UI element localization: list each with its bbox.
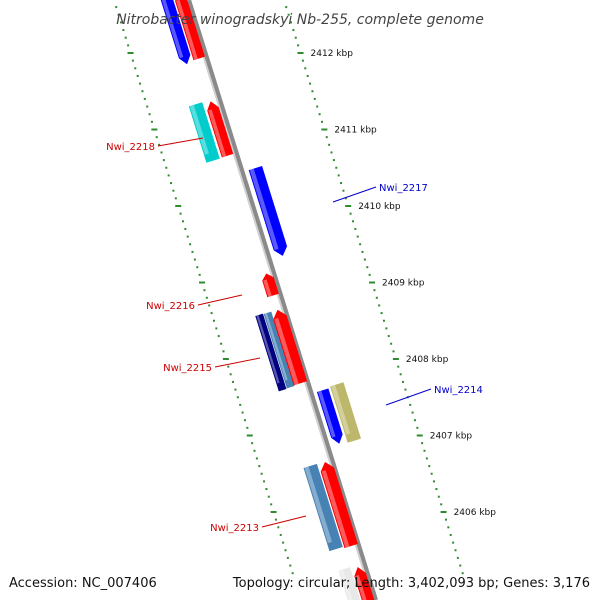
gene-red-top	[175, 0, 205, 61]
gene-highlight	[264, 312, 288, 381]
backbone-line	[187, 0, 378, 600]
gene-label: Nwi_2216	[146, 301, 195, 312]
gene-label-leader	[261, 515, 307, 528]
gene-body	[316, 388, 343, 444]
kbp-scale-labels: 2412 kbp 2411 kbp 2410 kbp 2409 kbp 2408 kbp…	[311, 49, 497, 518]
gene-label-leader	[332, 186, 377, 203]
gene-body	[175, 0, 205, 61]
gene-label: Nwi_2217	[379, 183, 428, 194]
gene-body	[255, 313, 287, 392]
gene-highlight	[208, 109, 227, 158]
kbp-label: 2411 kbp	[334, 126, 377, 136]
gene-highlight	[175, 0, 198, 60]
gene-nwi-2215-a	[255, 313, 287, 392]
gene-nwi-2215-c	[273, 309, 308, 386]
gene-blue-top	[158, 0, 191, 65]
kbp-label: 2406 kbp	[454, 508, 497, 518]
gene-label: Nwi_2218	[106, 142, 155, 153]
gene-body	[303, 463, 343, 552]
kbp-label: 2410 kbp	[358, 202, 401, 212]
gene-highlight	[189, 104, 209, 155]
gene-body	[320, 461, 358, 549]
gene-highlight	[321, 470, 350, 548]
gene-label-leader	[157, 137, 204, 147]
gene-body	[263, 311, 295, 389]
gene-highlight	[263, 279, 272, 297]
gene-body	[330, 382, 362, 443]
gene-highlight	[331, 384, 351, 435]
gene-features	[158, 0, 377, 600]
gene-body	[273, 309, 308, 386]
kbp-label: 2412 kbp	[311, 49, 354, 59]
gene-highlight	[274, 317, 299, 386]
gene-label: Nwi_2214	[434, 385, 483, 396]
gene-body	[248, 166, 288, 256]
gene-label-leader	[385, 388, 432, 406]
gene-body	[262, 273, 279, 298]
map-title: Nitrobacter winogradskyi Nb-255, complet…	[116, 12, 484, 28]
gene-label-leader	[214, 357, 261, 368]
gene-body	[188, 102, 220, 163]
gene-body	[158, 0, 191, 65]
gene-label: Nwi_2215	[163, 363, 212, 374]
gene-body	[207, 101, 234, 158]
gene-highlight	[159, 0, 184, 59]
gene-nwi-2214-b	[330, 382, 362, 443]
gene-nwi-2217	[248, 166, 288, 256]
genome-summary-text: Topology: circular; Length: 3,402,093 bp…	[232, 576, 590, 591]
gene-highlight	[304, 466, 333, 544]
outer-tick-track	[285, 6, 464, 575]
gene-labels: Nwi_2218 Nwi_2217 Nwi_2216 Nwi_2215 Nwi_2214…	[106, 137, 483, 534]
gene-nwi-2216	[262, 273, 279, 298]
gene-nwi-2218-b	[207, 101, 234, 158]
gene-nwi-2215-b	[263, 311, 295, 389]
gene-highlight	[317, 390, 336, 438]
gene-highlight	[256, 314, 280, 384]
gene-highlight	[339, 569, 354, 600]
accession-text: Accession: NC_007406	[9, 576, 157, 591]
kbp-label: 2407 kbp	[430, 432, 473, 442]
gene-label: Nwi_2213	[210, 523, 259, 534]
kbp-label: 2408 kbp	[406, 355, 449, 365]
gene-nwi-2214-a	[316, 388, 343, 444]
gene-nwi-2213-a	[303, 463, 343, 552]
inner-tick-track	[115, 6, 294, 575]
gene-nwi-2218-a	[188, 102, 220, 163]
genome-backbone	[185, 0, 378, 600]
gene-nwi-2213-b	[320, 461, 358, 549]
gene-highlight	[355, 575, 370, 600]
kbp-label: 2409 kbp	[382, 279, 425, 289]
gene-highlight	[249, 168, 279, 251]
gene-label-leader	[197, 294, 243, 306]
